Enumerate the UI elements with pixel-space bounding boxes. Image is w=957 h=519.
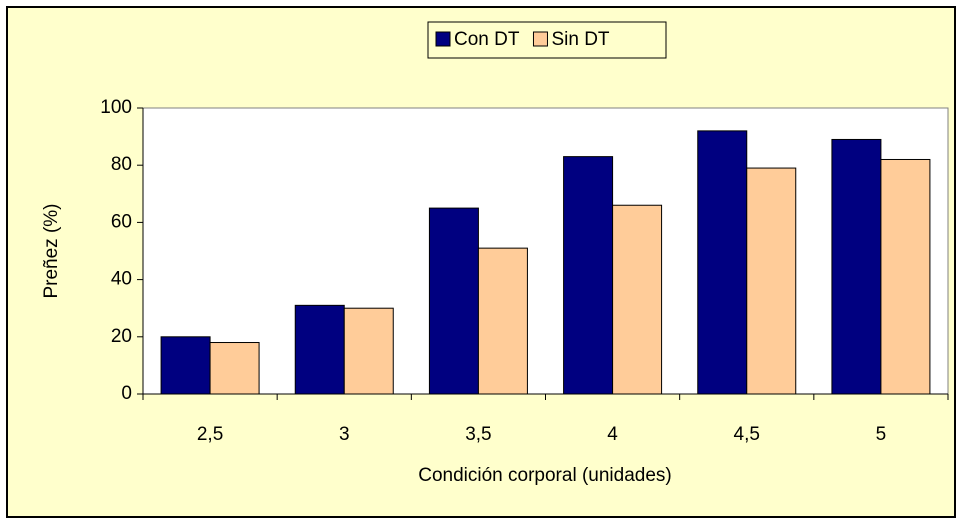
legend-label: Sin DT bbox=[551, 29, 609, 50]
x-tick-label: 3,5 bbox=[465, 424, 491, 445]
y-tick-label: 20 bbox=[111, 326, 132, 347]
x-tick-label: 2,5 bbox=[197, 424, 223, 445]
x-tick-label: 5 bbox=[876, 424, 887, 445]
x-axis-label: Condición corporal (unidades) bbox=[418, 465, 671, 486]
x-tick-label: 3 bbox=[339, 424, 350, 445]
bar bbox=[209, 342, 260, 395]
bar bbox=[612, 204, 663, 395]
bar bbox=[477, 247, 528, 395]
y-tick-label: 60 bbox=[111, 211, 132, 232]
x-tick-label: 4 bbox=[607, 424, 618, 445]
y-tick-label: 80 bbox=[111, 154, 132, 175]
y-tick-label: 40 bbox=[111, 269, 132, 290]
bar bbox=[160, 336, 211, 395]
bar bbox=[697, 130, 748, 395]
bar bbox=[563, 156, 614, 395]
x-tick-label: 4,5 bbox=[734, 424, 760, 445]
bar bbox=[831, 138, 882, 395]
bar bbox=[880, 158, 931, 395]
bar bbox=[294, 304, 345, 395]
legend-swatch bbox=[532, 31, 548, 47]
y-axis-label: Preñez (%) bbox=[41, 203, 62, 298]
legend-label: Con DT bbox=[454, 29, 520, 50]
y-tick-label: 100 bbox=[100, 97, 132, 118]
bar bbox=[428, 207, 479, 395]
plot-area bbox=[142, 107, 949, 395]
bar bbox=[343, 307, 394, 395]
y-tick-label: 0 bbox=[121, 383, 132, 404]
bar bbox=[746, 167, 797, 395]
legend-swatch bbox=[435, 31, 451, 47]
